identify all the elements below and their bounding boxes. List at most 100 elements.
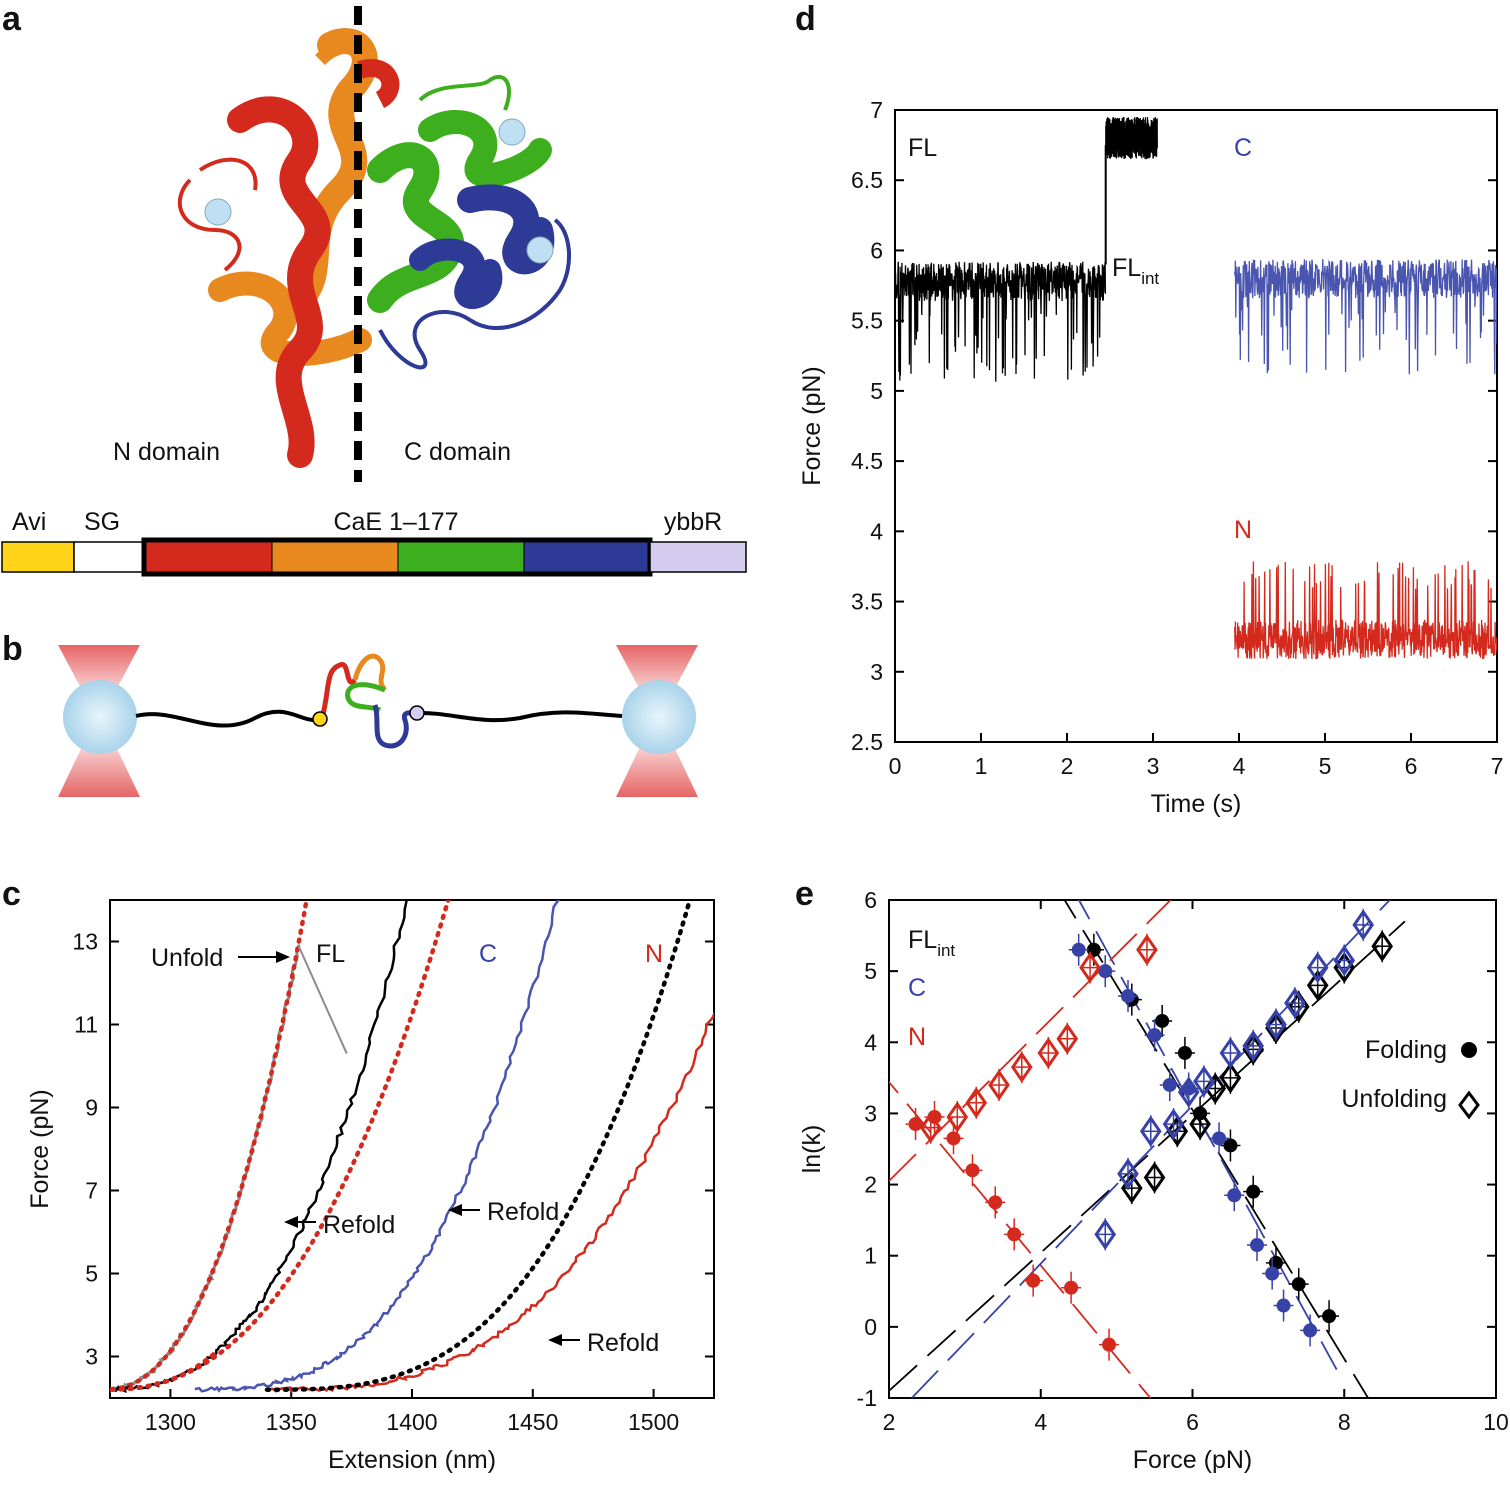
- unfolding-point: [988, 1069, 1010, 1101]
- avi-label: Avi: [12, 508, 46, 536]
- n-curve-label: N: [645, 940, 663, 968]
- fl-int-series-label: FLint: [908, 926, 955, 960]
- unfold-rip: [297, 945, 348, 1054]
- panel-e-points: [905, 908, 1394, 1361]
- x-tick-label: 5: [1319, 753, 1332, 779]
- unfolding-point: [1166, 1115, 1189, 1147]
- red-segment: [144, 542, 272, 572]
- legend-folding-label: Folding: [1365, 1036, 1447, 1064]
- unfolding-point: [1352, 909, 1375, 941]
- panel-c-traces: [110, 900, 714, 1395]
- refold-label-c: Refold: [487, 1198, 559, 1226]
- x-tick-label: 1400: [386, 1409, 437, 1435]
- folding-point: [965, 1163, 980, 1178]
- refold-label-fl: Refold: [323, 1211, 395, 1239]
- unfolding-point: [1117, 1158, 1139, 1190]
- c-trace-label: C: [1234, 134, 1252, 162]
- folding-point: [1162, 1077, 1177, 1092]
- optical-tweezers-schematic: [58, 645, 698, 797]
- unfolding-point: [1219, 1037, 1242, 1069]
- y-tick-label: 6: [870, 237, 883, 263]
- panel-label-d: d: [795, 0, 816, 38]
- avi-segment: [1, 541, 75, 573]
- panel-label-a: a: [2, 0, 22, 38]
- n-trace-label: N: [1234, 516, 1252, 544]
- y-tick-label: 6: [864, 887, 877, 913]
- panel-label-e: e: [795, 875, 814, 913]
- unfold-label: Unfold: [151, 944, 223, 972]
- folding-point: [1155, 1013, 1170, 1028]
- fl-int-folding-fit: [1063, 900, 1370, 1398]
- unfolding-point: [1079, 951, 1101, 984]
- panel-d-axes: 0 1 2 3 4 5 6 7 2.5 3 3.5 4 4.5 5 5.5 6 6.5 7 Time (s) Forc…: [798, 97, 1503, 818]
- folding-point: [1246, 1184, 1261, 1199]
- green-segment: [398, 542, 524, 572]
- folding-point: [1098, 964, 1113, 979]
- x-tick-label: 1450: [507, 1409, 558, 1435]
- folding-point: [1064, 1280, 1079, 1295]
- unfolding-point: [1333, 944, 1356, 977]
- plot-frame: [109, 899, 715, 1399]
- unfolding-point: [1193, 1065, 1215, 1098]
- construct-diagram: Avi SG CaE 1–177 ybbR: [1, 508, 747, 577]
- y-tick-label: 4: [870, 518, 883, 544]
- y-tick-label: 3: [864, 1100, 877, 1126]
- x-tick-label: 1300: [145, 1409, 196, 1435]
- plot-frame: [888, 899, 1497, 1399]
- y-axis-label: Force (pN): [798, 366, 826, 485]
- y-tick-label: 3: [870, 659, 883, 685]
- x-tick-label: 4: [1233, 753, 1246, 779]
- unfolding-point: [1189, 1108, 1211, 1140]
- left-bead: [63, 680, 137, 754]
- folding-point: [1212, 1131, 1227, 1146]
- x-tick-label: 2: [883, 1409, 896, 1435]
- folding-point: [1121, 989, 1136, 1004]
- c-folding-fit: [1077, 900, 1338, 1370]
- unfolding-point: [1136, 934, 1158, 966]
- x-tick-label: 1500: [628, 1409, 679, 1435]
- unfolding-point: [946, 1101, 969, 1133]
- c-series-label: C: [908, 974, 926, 1002]
- y-tick-label: 5: [864, 958, 877, 984]
- y-tick-label: 3: [85, 1344, 98, 1370]
- folding-point: [1322, 1309, 1337, 1324]
- x-tick-label: 0: [889, 753, 902, 779]
- y-tick-label: 2: [864, 1172, 877, 1198]
- fl-int-series-sub: int: [937, 941, 955, 960]
- fl-refold-trace: [110, 900, 408, 1393]
- fl-fit-dotted: [110, 900, 309, 1392]
- folding-point: [946, 1131, 961, 1146]
- plot-frame: [894, 109, 1498, 743]
- unfolding-point: [1242, 1033, 1265, 1066]
- x-axis-label: Time (s): [1151, 790, 1242, 818]
- folding-point: [1026, 1273, 1041, 1288]
- y-tick-label: 7: [870, 97, 883, 123]
- ybbr-tag-dot: [409, 705, 425, 721]
- unfolding-point: [1162, 1108, 1185, 1140]
- panel-label-c: c: [2, 875, 21, 913]
- panel-d-traces: [895, 117, 1497, 660]
- y-tick-label: 4: [864, 1029, 877, 1055]
- folding-point: [1147, 1028, 1162, 1043]
- fl-int-trace-label: FLint: [1112, 254, 1159, 288]
- panel-label-b: b: [2, 630, 23, 668]
- sg-segment: [73, 541, 145, 573]
- c-force-trace: [1234, 258, 1497, 375]
- unfolding-point: [1177, 1076, 1200, 1108]
- sg-label: SG: [84, 508, 120, 536]
- folding-point: [1249, 1238, 1264, 1253]
- blue-segment: [524, 542, 648, 572]
- ybbr-label: ybbR: [664, 508, 722, 536]
- y-tick-label: 6.5: [851, 167, 883, 193]
- x-tick-label: 7: [1491, 753, 1504, 779]
- y-tick-label: -1: [857, 1385, 877, 1411]
- folding-point: [1303, 1323, 1318, 1338]
- legend-folding-marker: [1461, 1042, 1477, 1058]
- x-tick-label: 6: [1186, 1409, 1199, 1435]
- ybbr-segment: [649, 541, 747, 573]
- refold-arrow-fl: [284, 1216, 298, 1228]
- refold-arrow-c: [448, 1204, 462, 1216]
- fl-int-unfolding-fit: [889, 920, 1406, 1392]
- c-trace: [194, 900, 560, 1393]
